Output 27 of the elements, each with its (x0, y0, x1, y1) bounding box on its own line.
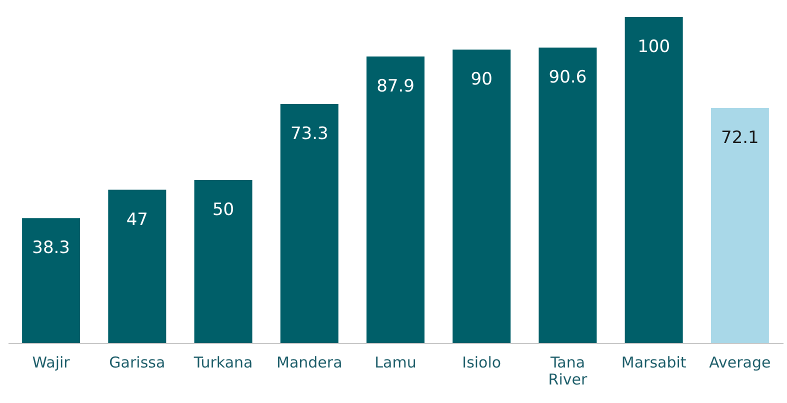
x-tick-label: Lamu (374, 354, 416, 372)
bar (280, 104, 338, 343)
data-label: 90 (470, 70, 492, 90)
bar (366, 56, 424, 343)
data-label: 90.6 (548, 68, 587, 88)
data-label: 87.9 (376, 76, 414, 96)
x-tick-label: Garissa (109, 354, 166, 372)
x-tick-label: Tana River (548, 354, 588, 388)
bar (624, 17, 683, 343)
bar (538, 48, 597, 343)
bar (108, 190, 166, 343)
data-label: 73.3 (290, 124, 328, 144)
bar (710, 108, 769, 343)
bar (194, 180, 252, 343)
data-label: 72.1 (721, 128, 759, 148)
data-label: 47 (126, 210, 148, 230)
bar (22, 218, 80, 343)
x-tick-label: Marsabit (621, 354, 686, 372)
data-label: 38.3 (32, 238, 70, 258)
x-tick-label: Turkana (192, 354, 253, 372)
x-tick-label: Wajir (32, 354, 71, 372)
x-tick-label: Mandera (276, 354, 342, 372)
data-label: 50 (212, 200, 234, 220)
data-label: 100 (638, 37, 670, 57)
x-tick-label: Average (709, 354, 771, 372)
x-tick-label: Isiolo (462, 354, 502, 372)
bar (452, 50, 511, 343)
